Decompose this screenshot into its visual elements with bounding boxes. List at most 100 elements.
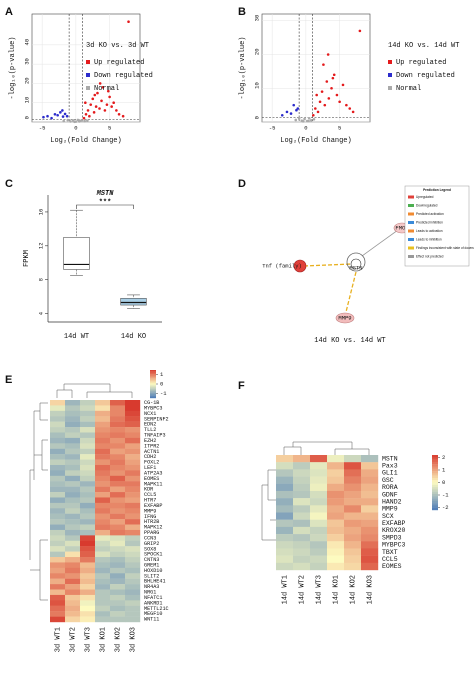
heat-cell [50,589,66,596]
heat-cell [65,400,81,406]
heat-cell [80,454,96,460]
significance-bracket [76,204,134,209]
heat-cell [327,476,345,484]
row-label: EDN2 [144,422,156,428]
heat-cell [80,573,96,579]
heat-cell [80,605,96,612]
heat-cell [110,600,126,606]
legend-swatch [408,212,414,216]
colorbar-step [432,489,438,492]
heat-cell [361,469,379,477]
heat-cell [65,405,81,412]
heat-cell [80,557,96,563]
row-label: EOMES [144,476,159,482]
heat-cell [344,541,362,549]
point [80,118,84,122]
heat-cell [361,534,379,542]
colorbar-step [432,498,438,502]
row-label: EXFABP [144,503,162,509]
heat-cell [80,519,96,525]
heat-cell [65,410,81,417]
heat-cell [65,546,81,552]
heat-cell [50,524,66,531]
legend-box [404,185,470,267]
point [105,103,109,106]
heat-cell [293,548,311,556]
point [292,103,296,107]
heat-cell [344,455,362,463]
legend-label: Predicted activation [416,212,444,216]
row-label: GSC [382,477,394,484]
point [108,95,111,99]
point [312,118,316,121]
column-label: 14d WT2 [298,575,306,604]
heat-cell [125,464,141,471]
heat-cell [80,416,96,422]
heat-cell [310,512,328,520]
heat-cell [80,551,96,558]
point [100,99,103,103]
y-tick-label: 8 [37,278,44,281]
point [318,100,322,104]
colorbar-label: -1 [442,491,449,498]
heat-cell [50,557,66,563]
point [307,116,311,120]
heat-cell [95,605,111,612]
colorbar-step [150,378,156,380]
row-dendrogram [261,469,276,541]
column-label: 3d WT3 [84,627,92,652]
heat-cell [276,548,294,556]
row-label: GDNF [382,491,398,498]
node [293,259,307,273]
heat-cell [50,432,66,439]
point [91,97,95,101]
point [62,119,66,123]
point [294,118,298,122]
heat-cell [361,526,379,535]
row-label: HTR2B [144,519,159,525]
heat-cell [50,546,66,552]
heat-cell [80,600,96,606]
legend-swatch [388,73,392,77]
heat-cell [65,459,81,466]
heat-cell [276,555,294,564]
heat-cell [95,535,111,541]
heat-cell [361,512,379,520]
heat-cell [95,589,111,596]
heat-cell [95,443,111,449]
row-label: RORA [382,484,398,491]
row-label: ITPR2 [144,443,159,449]
legend-swatch [408,229,414,233]
colorbar-step [150,379,156,381]
heat-cell [95,427,111,433]
heat-cell [361,541,379,549]
heat-cell [310,555,328,564]
heat-cell [50,492,66,498]
heat-cell [65,492,81,498]
legend-swatch [86,73,90,77]
row-label: TNFAIP3 [144,433,166,439]
colorbar-step [150,389,156,392]
heat-cell [95,508,111,514]
heat-cell [50,481,66,487]
heat-cell [80,594,96,601]
heat-cell [125,443,141,449]
heat-cell [125,513,141,520]
legend-label: Down regulated [94,72,153,80]
point [309,119,313,122]
network: Tnf (family) MSTN FMOD MMP9 14d KO vs. 1… [262,185,470,345]
column-label: 14d WT1 [281,575,289,604]
heat-cell [80,400,96,406]
edge [345,271,357,313]
heat-cell [125,497,141,504]
row-label: KDR [144,487,153,493]
row-label: IFNG [144,514,156,520]
heat-cell [80,486,96,493]
row-label: SOX8 [144,546,156,552]
heat-cell [327,555,345,564]
point [103,109,107,112]
heat-cell [50,567,66,574]
heat-cell [95,475,111,482]
node [335,312,355,324]
heat-cell [80,502,96,509]
